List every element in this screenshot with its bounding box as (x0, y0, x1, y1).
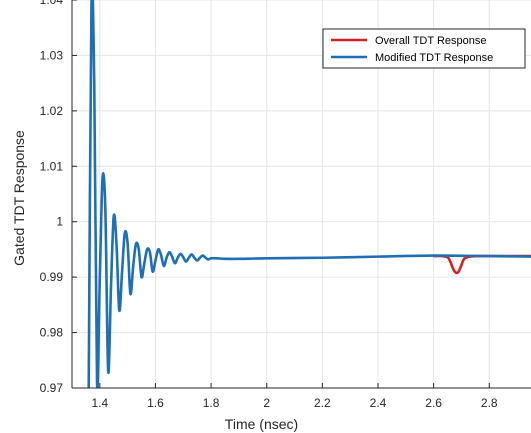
series-layer (87, 0, 531, 388)
y-tick-label: 1.03 (40, 48, 64, 62)
legend-box (322, 28, 526, 69)
x-tick-label: 1.4 (91, 396, 108, 410)
x-axis-label: Time (nsec) (225, 416, 298, 432)
legend-label: Overall TDT Response (375, 35, 486, 47)
x-tick-label: 2.4 (370, 396, 387, 410)
y-tick-label: 0.97 (40, 381, 64, 395)
x-tick-label: 2.6 (425, 396, 442, 410)
y-tick-label: 1.01 (40, 159, 64, 173)
x-tick-label: 2 (263, 396, 270, 410)
axes (71, 0, 531, 389)
y-tick-label: 0.99 (40, 270, 64, 284)
tick-labels: 1.4 1.6 1.8 2 2.2 2.4 2.6 2.8 0.97 0.98 0.99 1 1.01 1… (40, 0, 498, 410)
y-axis-label: Gated TDT Response (11, 130, 27, 266)
x-tick-label: 1.6 (147, 396, 164, 410)
x-tick-label: 2.2 (314, 396, 331, 410)
legend-label: Modified TDT Response (375, 52, 493, 64)
y-tick-label: 1 (56, 215, 63, 229)
y-tick-label: 1.02 (40, 104, 64, 118)
y-tick-label: 1.04 (40, 0, 64, 7)
legend: Overall TDT Response Modified TDT Respons… (322, 28, 526, 69)
x-tick-label: 2.8 (481, 396, 498, 410)
series-line-1 (87, 0, 531, 388)
y-tick-label: 0.98 (40, 326, 64, 340)
x-tick-label: 1.8 (203, 396, 220, 410)
